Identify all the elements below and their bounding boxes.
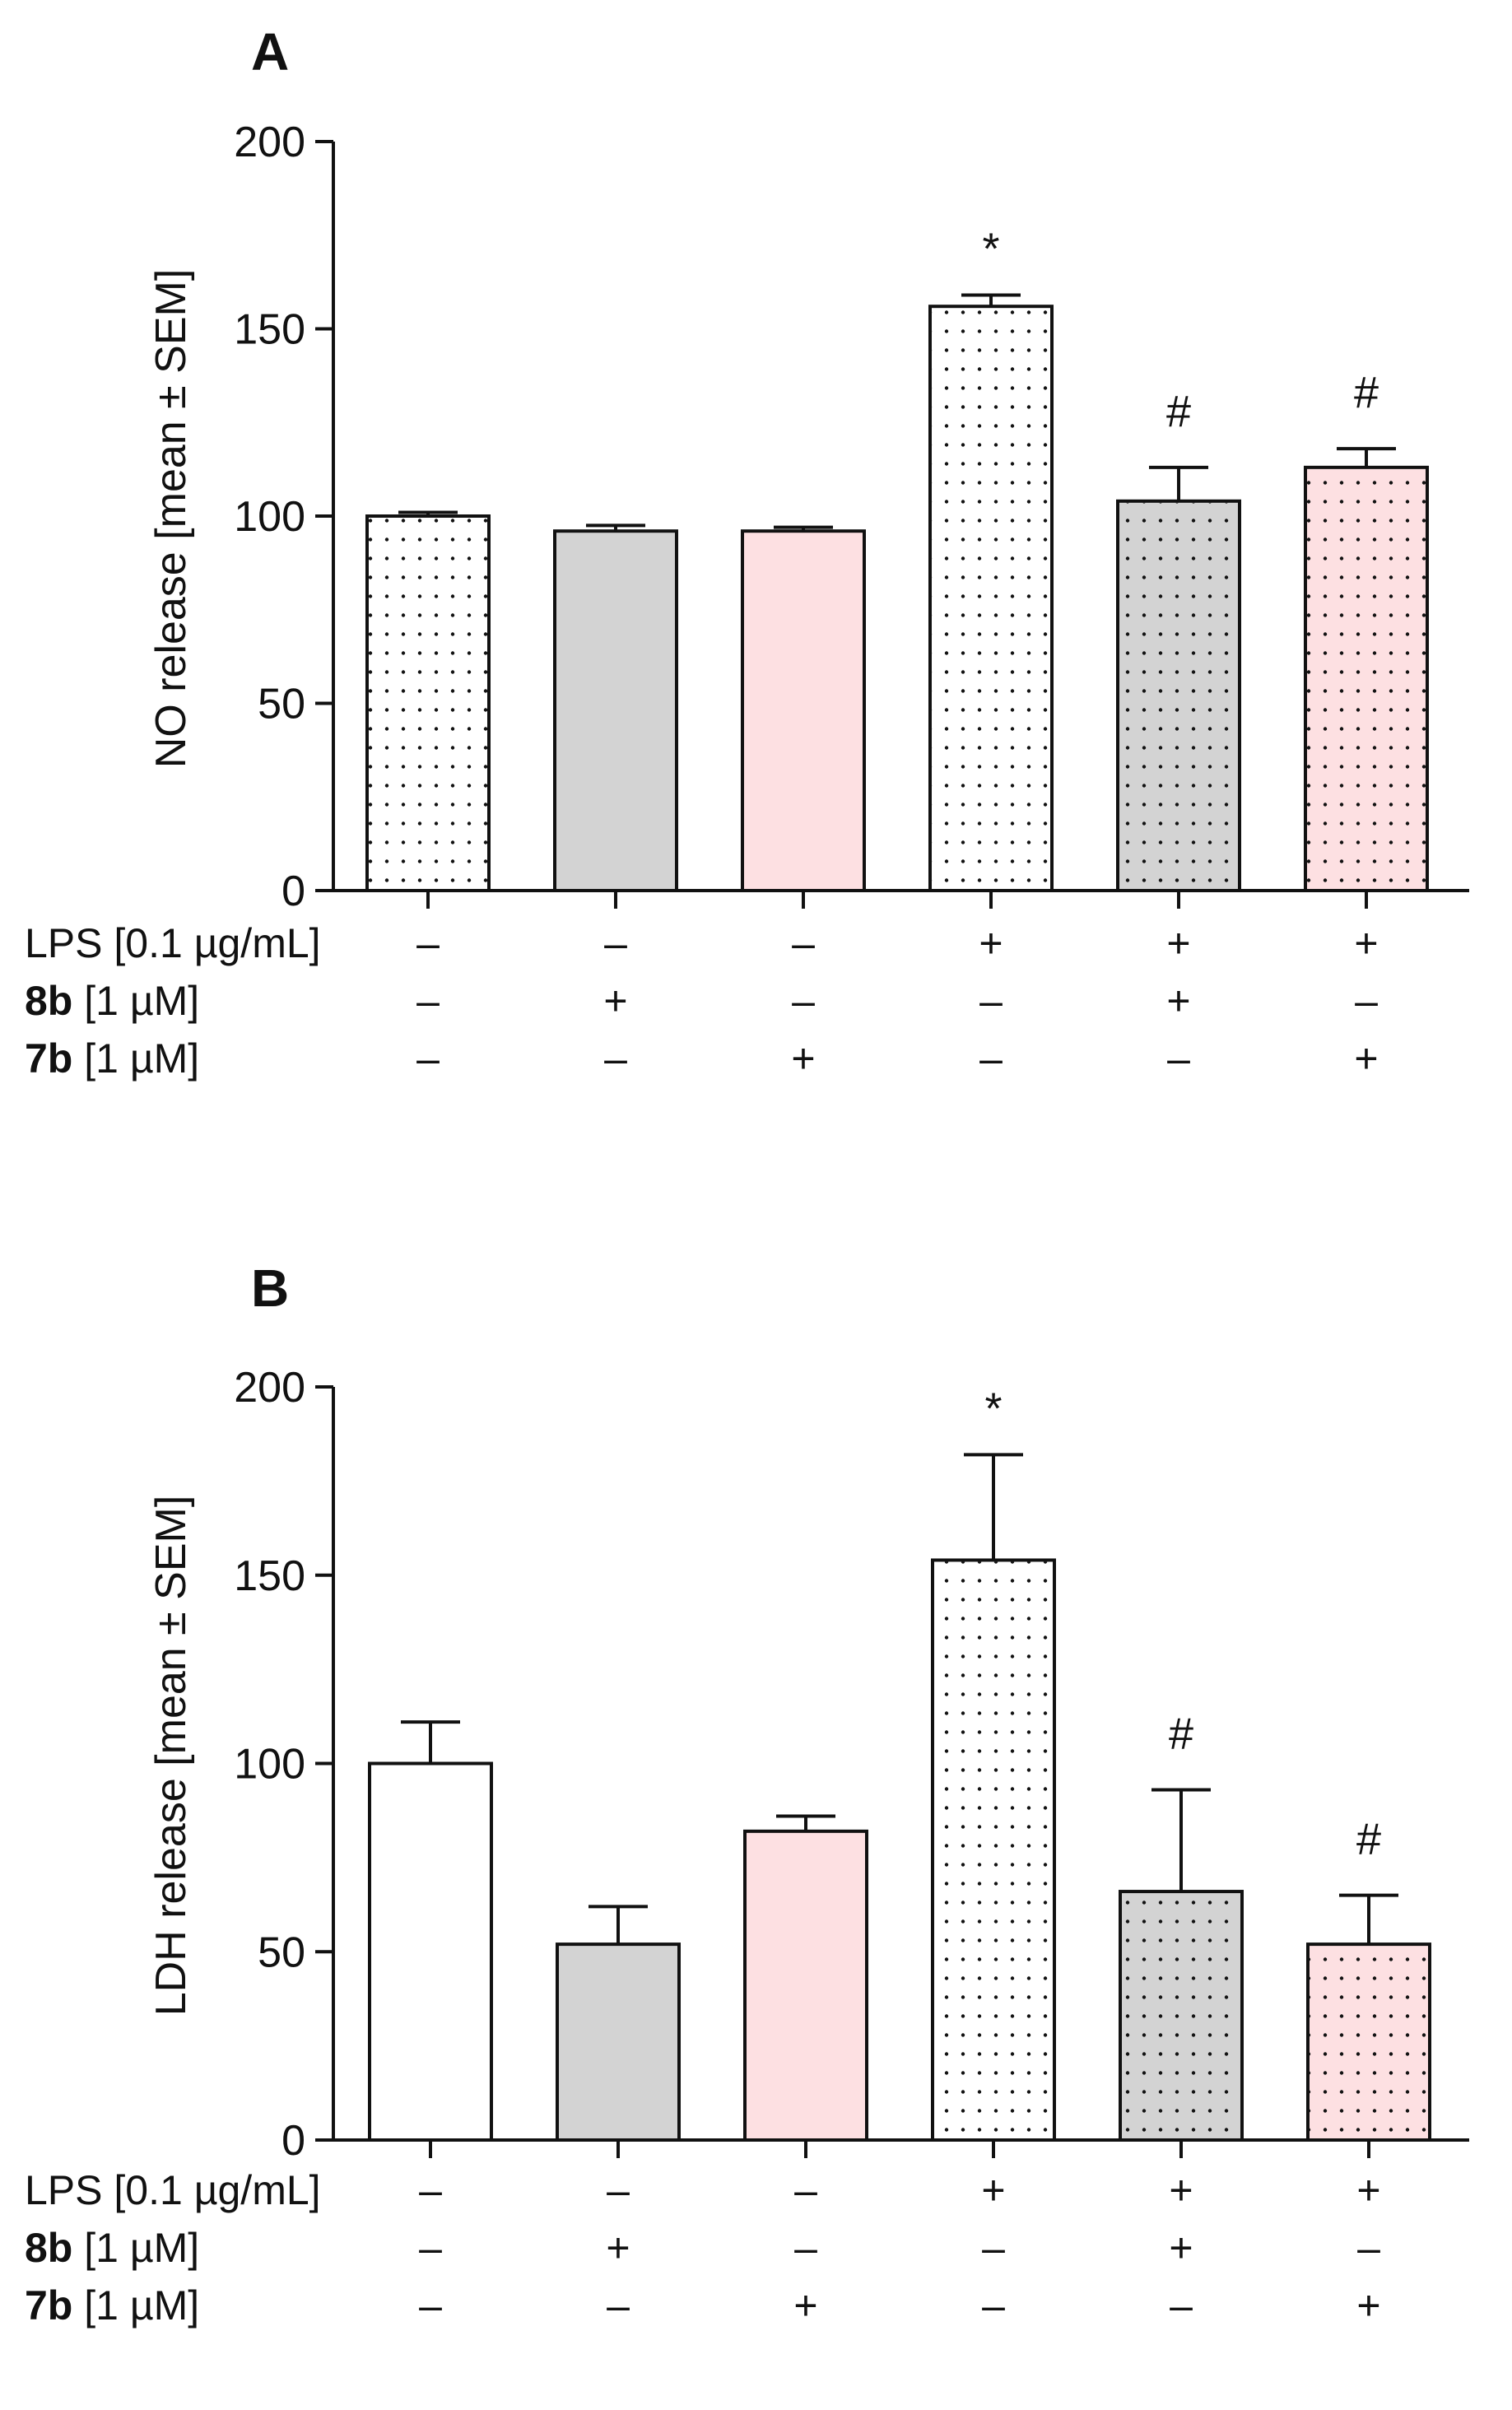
panel-a-condition-label-2: 8b [1 µM] xyxy=(25,978,199,1024)
panel-b-condition-compound: 8b xyxy=(25,2225,72,2271)
panel-a-bar-6-dot-pattern xyxy=(1307,468,1426,889)
panel-b-condition-sign: – xyxy=(982,2282,1005,2329)
panel-a-axes xyxy=(332,142,1469,909)
panel-a-condition-sign: – xyxy=(416,1035,440,1082)
panel-b-condition-sign: – xyxy=(794,2225,817,2271)
panel-b-bar-5-dot-pattern xyxy=(1122,1893,1240,2138)
panel-b-condition-label-3: 7b [1 µM] xyxy=(25,2282,199,2329)
panel-b-condition-sign: – xyxy=(794,2167,817,2213)
panel-a: A NO release [mean ± SEM] 0 50 100 150 200 *… xyxy=(25,22,1469,1082)
panel-a-annotation-4: * xyxy=(982,225,999,274)
panel-b-condition-sign: + xyxy=(1169,2167,1193,2213)
panel-b-y-tick-label: 150 xyxy=(234,1552,305,1600)
panel-b-condition-sign: – xyxy=(419,2167,442,2213)
panel-b-bar-1 xyxy=(368,1761,493,2142)
panel-b-error-bars xyxy=(401,1453,1398,1945)
panel-a-condition-sign: + xyxy=(791,1035,815,1082)
panel-b-condition-sign: + xyxy=(981,2167,1005,2213)
panel-b-condition-sign: + xyxy=(1169,2225,1193,2271)
panel-b-bar-3 xyxy=(743,1829,868,2142)
panel-a-condition-sign: + xyxy=(1166,978,1190,1024)
panel-a-condition-sign: – xyxy=(792,920,815,966)
panel-b-axes xyxy=(332,1387,1469,2158)
panel-b-condition-sign: + xyxy=(606,2225,630,2271)
panel-a-annotation-5: # xyxy=(1166,387,1191,436)
panel-a-y-ticks: 0 50 100 150 200 xyxy=(234,119,333,915)
panel-b-annotation-4: * xyxy=(984,1384,1002,1433)
panel-a-error-bars xyxy=(398,293,1396,532)
panel-b-y-tick-label: 50 xyxy=(258,1928,305,1976)
panel-a-condition-sign: – xyxy=(604,920,627,966)
panel-b-condition-sign: + xyxy=(1356,2282,1380,2329)
panel-a-condition-sign: – xyxy=(1355,978,1378,1024)
panel-b-condition-sign: – xyxy=(1170,2282,1193,2329)
panel-a-y-tick-label: 150 xyxy=(234,306,305,354)
panel-b-condition-sign: – xyxy=(982,2225,1005,2271)
panel-b-condition-label-1: LPS [0.1 µg/mL] xyxy=(25,2167,321,2213)
panel-b-condition-text: LPS [0.1 µg/mL] xyxy=(25,2167,321,2213)
panel-b-condition-sign: – xyxy=(419,2225,442,2271)
panel-a-condition-compound: 8b xyxy=(25,978,72,1024)
panel-a-condition-label-3: 7b [1 µM] xyxy=(25,1035,199,1082)
panel-a-condition-sign: – xyxy=(416,920,440,966)
panel-b-bar-6-dot-pattern xyxy=(1310,1946,1428,2138)
panel-a-condition-text: LPS [0.1 µg/mL] xyxy=(25,920,321,966)
panel-a-y-tick-label: 100 xyxy=(234,493,305,541)
panel-a-condition-sign: + xyxy=(603,978,627,1024)
panel-a-annotation-6: # xyxy=(1354,368,1379,417)
panel-a-condition-text: [1 µM] xyxy=(72,978,199,1024)
panel-a-condition-sign: – xyxy=(604,1035,627,1082)
panel-a-condition-sign: – xyxy=(979,978,1003,1024)
panel-b-y-tick-label: 100 xyxy=(234,1741,305,1789)
panel-b-condition-compound: 7b xyxy=(25,2282,72,2329)
panel-b-y-ticks: 0 50 100 150 200 xyxy=(234,1364,333,2165)
panel-a-condition-sign: – xyxy=(416,978,440,1024)
panel-a-condition-sign: – xyxy=(1167,1035,1190,1082)
panel-b-y-tick-label: 200 xyxy=(234,1364,305,1412)
panel-a-bar-1-dot-pattern xyxy=(369,518,487,889)
panel-b-bar-4-dot-pattern xyxy=(934,1561,1053,2138)
panel-a-condition-sign: + xyxy=(1166,920,1190,966)
panel-a-y-axis-title: NO release [mean ± SEM] xyxy=(147,269,195,769)
panel-a-bar-5-dot-pattern xyxy=(1119,502,1238,889)
panel-b-condition-rows: LPS [0.1 µg/mL] – – – + + +8b [1 µM] – + – – + – 7b [… xyxy=(25,2167,1381,2329)
panel-b-condition-sign: – xyxy=(607,2167,630,2213)
panel-a-bar-4-dot-pattern xyxy=(932,308,1050,889)
panel-a-condition-sign: + xyxy=(1354,920,1378,966)
panel-a-condition-sign: – xyxy=(792,978,815,1024)
panel-a-y-tick-label: 50 xyxy=(258,681,305,728)
panel-b-annotation-6: # xyxy=(1356,1815,1381,1864)
panel-b-y-tick-label: 0 xyxy=(281,2117,305,2165)
panel-a-condition-rows: LPS [0.1 µg/mL] – – – + + +8b [1 µM] – + – – + – 7b [… xyxy=(25,920,1379,1082)
panel-b-condition-label-2: 8b [1 µM] xyxy=(25,2225,199,2271)
panel-a-y-tick-label: 0 xyxy=(281,868,305,915)
panel-a-bar-3 xyxy=(741,529,866,892)
panel-b-annotation-5: # xyxy=(1169,1710,1193,1759)
panel-a-y-tick-label: 200 xyxy=(234,119,305,166)
panel-b-y-axis-title: LDH release [mean ± SEM] xyxy=(147,1496,195,2017)
panel-a-condition-sign: + xyxy=(979,920,1003,966)
panel-b-bars xyxy=(368,1558,1431,2142)
panel-b-condition-sign: – xyxy=(607,2282,630,2329)
panel-a-condition-text: [1 µM] xyxy=(72,1035,199,1082)
panel-a-condition-label-1: LPS [0.1 µg/mL] xyxy=(25,920,321,966)
panel-b-condition-text: [1 µM] xyxy=(72,2282,199,2329)
panel-b-bar-2 xyxy=(556,1942,681,2142)
panel-a-condition-compound: 7b xyxy=(25,1035,72,1082)
panel-b-label: B xyxy=(251,1259,289,1318)
panel-b-annotations: * # # xyxy=(984,1384,1381,1863)
panel-a-condition-sign: – xyxy=(979,1035,1003,1082)
panel-a-bars xyxy=(365,305,1429,892)
panel-b-condition-sign: – xyxy=(1357,2225,1380,2271)
panel-b-condition-text: [1 µM] xyxy=(72,2225,199,2271)
panel-a-bar-2 xyxy=(553,529,678,892)
panel-a-condition-sign: + xyxy=(1354,1035,1378,1082)
panel-b-condition-sign: + xyxy=(1356,2167,1380,2213)
panel-a-annotations: * # # xyxy=(982,225,1379,436)
panel-b: B LDH release [mean ± SEM] 050100150200 … xyxy=(25,1259,1469,2329)
panel-a-label: A xyxy=(251,22,289,81)
panel-b-condition-sign: + xyxy=(793,2282,817,2329)
panel-b-condition-sign: – xyxy=(419,2282,442,2329)
